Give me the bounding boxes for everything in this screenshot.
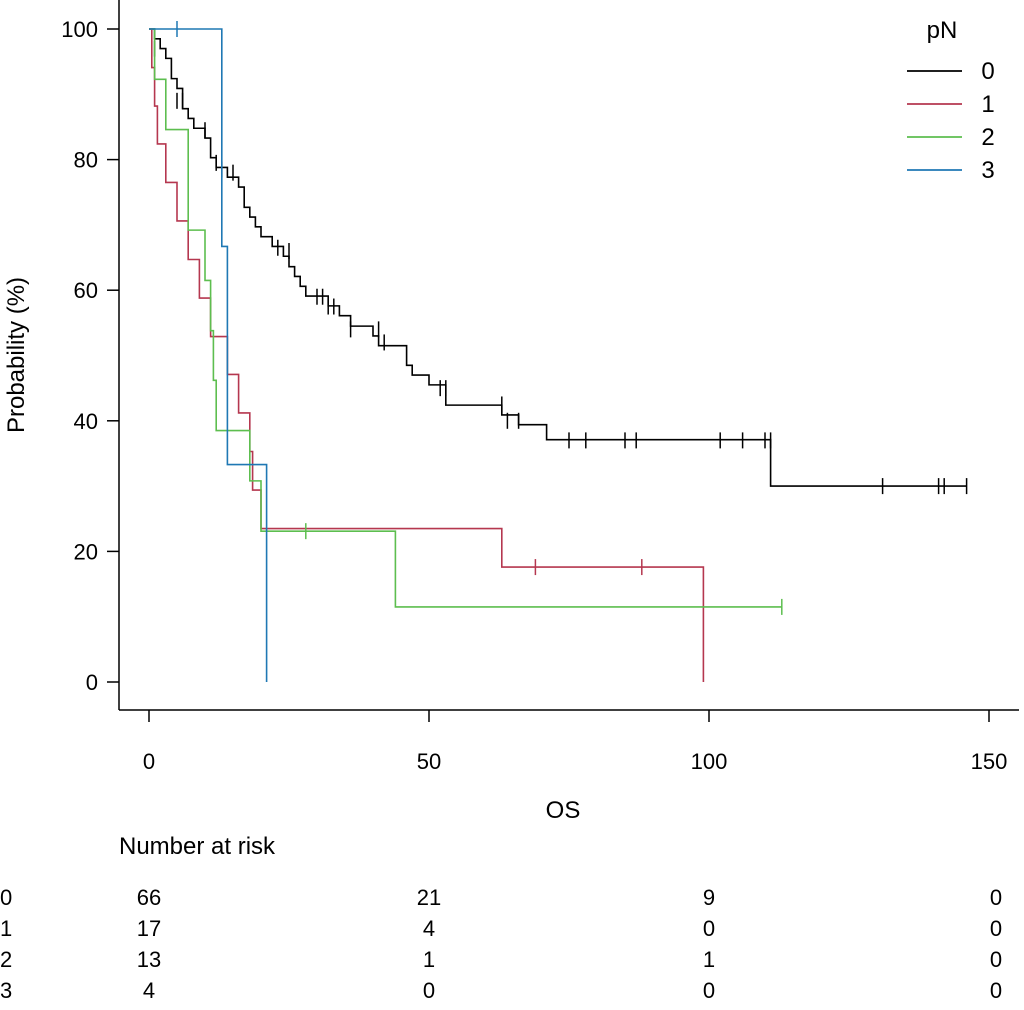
- risk-count: 21: [417, 885, 441, 910]
- survival-line-pN-0: [149, 28, 967, 487]
- y-tick-label: 20: [74, 539, 98, 564]
- risk-count: 0: [703, 916, 715, 941]
- x-ticks: 0 50 100 150: [143, 710, 1007, 774]
- survival-line-pN-2: [149, 28, 782, 608]
- survival-line-pN-3: [149, 28, 268, 682]
- y-axis-label: Probability (%): [3, 277, 30, 433]
- risk-count: 0: [990, 885, 1002, 910]
- risk-row-group-label: 3: [0, 978, 12, 1003]
- y-tick-label: 80: [74, 148, 98, 173]
- risk-row-group-label: 2: [0, 947, 12, 972]
- risk-count: 0: [423, 978, 435, 1003]
- risk-count: 13: [137, 947, 161, 972]
- risk-count: 17: [137, 916, 161, 941]
- risk-count: 66: [137, 885, 161, 910]
- legend-items: 0 1 2 3: [907, 58, 995, 184]
- risk-count: 1: [703, 947, 715, 972]
- risk-count: 9: [703, 885, 715, 910]
- legend: pN 0 1 2 3: [907, 17, 995, 184]
- risk-row-group-label: 1: [0, 916, 12, 941]
- risk-count: 0: [990, 916, 1002, 941]
- legend-label-pN-1: 1: [981, 91, 994, 118]
- y-tick-label: 60: [74, 278, 98, 303]
- risk-table-title: Number at risk: [119, 833, 276, 860]
- legend-label-pN-2: 2: [981, 124, 994, 151]
- risk-table: Number at risk 0 66 21 9 0 1 17 4 0 0 2 13 1 1 0 3 4 0 0 0: [0, 833, 1002, 1003]
- risk-count: 4: [143, 978, 155, 1003]
- risk-count: 0: [703, 978, 715, 1003]
- x-tick-label: 150: [971, 749, 1008, 774]
- survival-curves: [149, 21, 968, 682]
- risk-row-group-label: 0: [0, 885, 12, 910]
- y-tick-label: 40: [74, 409, 98, 434]
- x-tick-label: 0: [143, 749, 155, 774]
- x-tick-label: 100: [691, 749, 728, 774]
- y-tick-label: 100: [61, 17, 98, 42]
- axes: [118, 0, 1019, 711]
- risk-count: 0: [990, 947, 1002, 972]
- risk-rows: 0 66 21 9 0 1 17 4 0 0 2 13 1 1 0 3 4 0 0 0: [0, 885, 1002, 1003]
- survival-line-pN-1: [149, 28, 705, 682]
- x-axis-label: OS: [546, 797, 581, 824]
- legend-label-pN-0: 0: [981, 58, 994, 85]
- y-ticks: 0 20 40 60 80 100: [61, 17, 119, 695]
- legend-title: pN: [927, 17, 958, 44]
- risk-count: 4: [423, 916, 435, 941]
- y-tick-label: 0: [86, 670, 98, 695]
- x-tick-label: 50: [417, 749, 441, 774]
- risk-count: 1: [423, 947, 435, 972]
- legend-label-pN-3: 3: [981, 157, 994, 184]
- risk-count: 0: [990, 978, 1002, 1003]
